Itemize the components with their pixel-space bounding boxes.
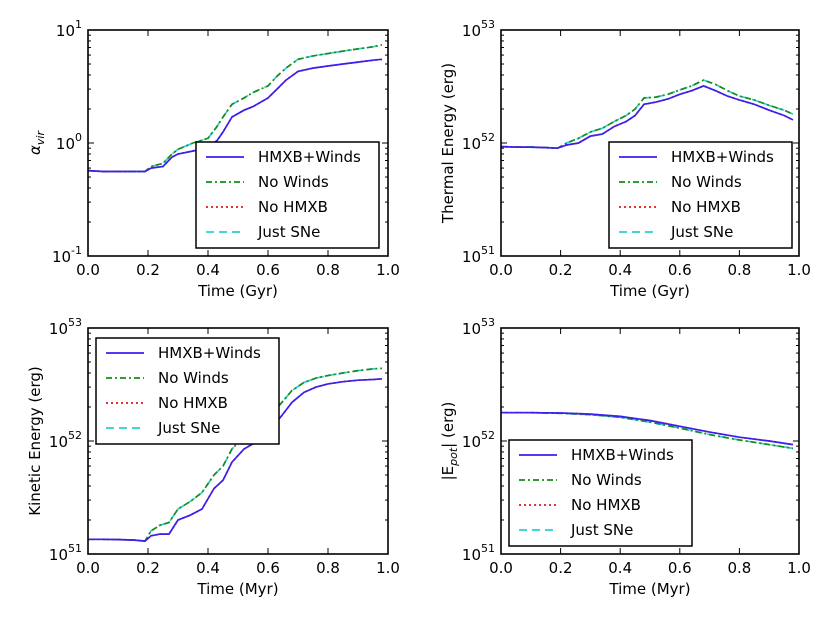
legend-entry-label: No HMXB: [258, 198, 328, 216]
y-tick-label: 1053: [462, 316, 495, 338]
chart-panel-4: 0.0 0.2 0.4 0.6 0.8 1.0 1051 1052 1053 Time (Myr)…: [439, 316, 811, 598]
series-group: [501, 79, 794, 150]
series-line-hmxb-winds: [88, 377, 383, 542]
x-axis-label: Time (Myr): [608, 580, 690, 598]
x-tick-label: 0.4: [608, 559, 632, 577]
legend-entry-label: Just SNe: [670, 223, 733, 241]
x-tick-label: 0.0: [76, 261, 100, 279]
legend-entry-label: No HMXB: [671, 198, 741, 216]
x-axis-label: Time (Gyr): [197, 282, 278, 300]
legend-box: [195, 141, 380, 249]
x-tick-label: 0.0: [489, 261, 513, 279]
series-line-hmxb-winds: [501, 84, 794, 150]
x-tick-label: 0.6: [256, 261, 280, 279]
series-line-no-hmxb: [501, 84, 794, 150]
x-tick-label: 1.0: [376, 559, 400, 577]
series-line-no-winds: [501, 411, 794, 450]
y-axis-label: Kinetic Energy (erg): [26, 366, 44, 515]
series-line-hmxb-winds: [88, 58, 383, 173]
series-line-just-sne: [501, 79, 794, 150]
x-tick-label: 0.8: [727, 559, 751, 577]
x-tick-label: 0.6: [256, 559, 280, 577]
x-tick-label: 0.2: [136, 261, 160, 279]
x-tick-label: 1.0: [787, 261, 811, 279]
y-tick-label: 10-1: [52, 244, 82, 266]
x-tick-label: 0.6: [668, 559, 692, 577]
legend-box: [608, 141, 793, 249]
y-tick-label: 1052: [462, 131, 495, 153]
x-axis-label: Time (Gyr): [609, 282, 690, 300]
x-tick-label: 0.4: [196, 559, 220, 577]
x-tick-label: 0.2: [549, 261, 573, 279]
y-tick-label: 101: [56, 18, 82, 40]
legend-entry-label: No Winds: [671, 173, 742, 191]
series-line-no-winds: [501, 79, 794, 150]
series-line-hmxb-winds: [501, 411, 794, 446]
x-tick-label: 0.8: [316, 559, 340, 577]
legend-entry-label: No Winds: [571, 471, 642, 489]
chart-panel-1: 0.0 0.2 0.4 0.6 0.8 1.0 10-1 100 101 Time (Gyr) αv…: [26, 18, 400, 300]
y-tick-label: 1051: [462, 542, 495, 564]
legend-entry-label: Just SNe: [157, 419, 220, 437]
x-tick-label: 0.2: [549, 559, 573, 577]
x-tick-label: 0.6: [668, 261, 692, 279]
x-tick-label: 1.0: [376, 261, 400, 279]
y-axis-label: αvir: [26, 130, 47, 155]
x-tick-label: 0.0: [489, 559, 513, 577]
y-tick-label: 1051: [462, 244, 495, 266]
y-tick-label: 1053: [49, 316, 82, 338]
x-tick-label: 0.4: [608, 261, 632, 279]
x-tick-label: 0.0: [76, 559, 100, 577]
y-axis-label: |Epot| (erg): [439, 402, 460, 481]
x-tick-label: 0.8: [316, 261, 340, 279]
series-group: [88, 43, 383, 173]
legend: HMXB+Winds No Winds No HMXB Just SNe: [95, 337, 280, 445]
legend-entry-label: No Winds: [258, 173, 329, 191]
legend-entry-label: HMXB+Winds: [258, 148, 361, 166]
legend-box: [508, 439, 693, 547]
y-tick-label: 1052: [462, 429, 495, 451]
legend-entry-label: No HMXB: [571, 496, 641, 514]
y-tick-label: 1051: [49, 542, 82, 564]
legend-box: [95, 337, 280, 445]
legend-entry-label: HMXB+Winds: [671, 148, 774, 166]
x-tick-label: 0.4: [196, 261, 220, 279]
y-tick-label: 100: [56, 131, 82, 153]
legend-entry-label: No HMXB: [158, 394, 228, 412]
y-tick-label: 1053: [462, 18, 495, 40]
x-axis-label: Time (Myr): [196, 580, 278, 598]
chart-panel-2: 0.0 0.2 0.4 0.6 0.8 1.0 1051 1052 1053 Time (Gyr)…: [439, 18, 811, 300]
y-axis-label: Thermal Energy (erg): [439, 63, 457, 224]
legend-entry-label: Just SNe: [570, 521, 633, 539]
series-group: [88, 367, 383, 542]
legend: HMXB+Winds No Winds No HMXB Just SNe: [608, 141, 793, 249]
x-tick-label: 0.8: [727, 261, 751, 279]
legend-entry-label: No Winds: [158, 369, 229, 387]
legend: HMXB+Winds No Winds No HMXB Just SNe: [508, 439, 693, 547]
chart-panel-3: 0.0 0.2 0.4 0.6 0.8 1.0 1051 1052 1053 Time (Myr)…: [26, 316, 400, 598]
legend-entry-label: HMXB+Winds: [158, 344, 261, 362]
legend-entry-label: HMXB+Winds: [571, 446, 674, 464]
x-tick-label: 0.2: [136, 559, 160, 577]
legend: HMXB+Winds No Winds No HMXB Just SNe: [195, 141, 380, 249]
x-tick-label: 1.0: [787, 559, 811, 577]
y-tick-label: 1052: [49, 429, 82, 451]
legend-entry-label: Just SNe: [257, 223, 320, 241]
series-group: [501, 411, 794, 450]
